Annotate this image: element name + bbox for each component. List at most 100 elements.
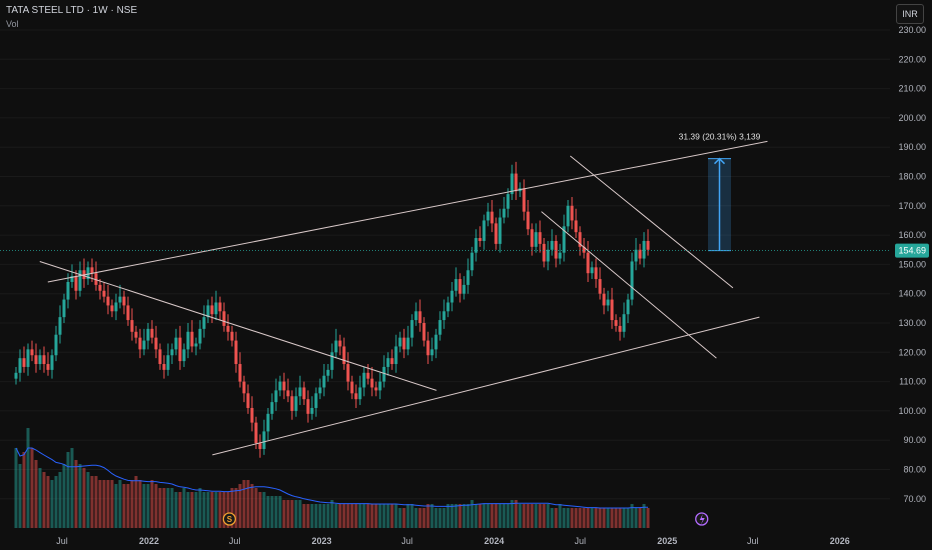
volume-bar bbox=[418, 508, 422, 528]
candle-body bbox=[630, 261, 634, 300]
currency-button[interactable]: INR bbox=[896, 4, 924, 24]
volume-bar bbox=[378, 504, 382, 528]
volume-moving-average-line bbox=[15, 447, 648, 509]
candle-body bbox=[266, 413, 270, 432]
volume-bar bbox=[278, 496, 282, 528]
y-tick-label: 160.00 bbox=[898, 230, 926, 240]
candle-body bbox=[602, 293, 606, 306]
volume-bar bbox=[198, 488, 202, 528]
candle-body bbox=[310, 407, 314, 414]
y-tick-label: 210.00 bbox=[898, 84, 926, 94]
volume-bar bbox=[542, 504, 546, 528]
volume-bar bbox=[146, 484, 150, 528]
volume-bar bbox=[582, 508, 586, 528]
volume-bar bbox=[82, 468, 86, 528]
volume-bar bbox=[350, 504, 354, 528]
candle-body bbox=[230, 331, 234, 341]
candle-body bbox=[166, 355, 170, 370]
trendline[interactable] bbox=[569, 155, 734, 289]
volume-bar bbox=[406, 504, 410, 528]
trendline[interactable] bbox=[47, 140, 768, 283]
volume-bar bbox=[34, 460, 38, 528]
volume-bar bbox=[478, 504, 482, 528]
candle-body bbox=[322, 375, 326, 388]
volume-bar bbox=[442, 508, 446, 528]
volume-bar bbox=[514, 500, 518, 528]
volume-bar bbox=[322, 504, 326, 528]
y-tick-label: 90.00 bbox=[903, 435, 926, 445]
candle-body bbox=[558, 252, 562, 259]
price-candles bbox=[14, 161, 650, 458]
volume-bar bbox=[186, 492, 190, 528]
volume-bar bbox=[54, 476, 58, 528]
volume-bar bbox=[486, 504, 490, 528]
price-axis[interactable]: 230.00 220.00 210.00 200.00 190.00 180.00 170.… bbox=[0, 25, 929, 504]
candle-body bbox=[54, 334, 58, 356]
volume-bar bbox=[106, 480, 110, 528]
candle-body bbox=[106, 296, 110, 306]
trendline[interactable] bbox=[212, 316, 760, 456]
volume-bar bbox=[446, 504, 450, 528]
volume-bar bbox=[114, 484, 118, 528]
volume-bar bbox=[490, 504, 494, 528]
candle-body bbox=[590, 267, 594, 274]
x-tick-label: 2023 bbox=[312, 536, 332, 546]
candle-body bbox=[478, 238, 482, 241]
candle-body bbox=[150, 328, 154, 338]
volume-bar bbox=[70, 448, 74, 528]
volume-bar bbox=[238, 484, 242, 528]
candle-body bbox=[398, 337, 402, 347]
candle-body bbox=[226, 325, 230, 332]
trendline[interactable] bbox=[541, 211, 717, 359]
candle-body bbox=[46, 364, 50, 370]
candle-body bbox=[134, 331, 138, 338]
candle-body bbox=[386, 358, 390, 367]
candle-body bbox=[402, 337, 406, 350]
candle-body bbox=[506, 194, 510, 209]
candle-body bbox=[90, 267, 94, 274]
candle-body bbox=[42, 355, 46, 365]
x-tick-label: 2025 bbox=[657, 536, 677, 546]
candle-body bbox=[566, 205, 570, 227]
candle-body bbox=[550, 240, 554, 250]
volume-bar bbox=[638, 508, 642, 528]
trendline[interactable] bbox=[39, 260, 437, 391]
volume-bar bbox=[358, 504, 362, 528]
candle-body bbox=[218, 302, 222, 312]
volume-bar bbox=[158, 488, 162, 528]
volume-bar bbox=[162, 488, 166, 528]
volume-bar bbox=[302, 504, 306, 528]
x-tick-label: Jul bbox=[229, 536, 241, 546]
volume-bar bbox=[366, 504, 370, 528]
candle-body bbox=[174, 337, 178, 350]
candle-body bbox=[14, 372, 18, 379]
volume-bar bbox=[18, 464, 22, 528]
volume-bar bbox=[94, 476, 98, 528]
candle-body bbox=[358, 387, 362, 400]
volume-bar bbox=[130, 480, 134, 528]
candle-body bbox=[326, 369, 330, 376]
volume-bar bbox=[634, 508, 638, 528]
candle-body bbox=[222, 311, 226, 326]
volume-bar bbox=[510, 500, 514, 528]
candle-body bbox=[486, 211, 490, 221]
volume-bar bbox=[554, 508, 558, 528]
candle-body bbox=[250, 407, 254, 423]
candle-body bbox=[422, 323, 426, 341]
volume-bar bbox=[614, 508, 618, 528]
candle-body bbox=[314, 393, 318, 408]
time-axis[interactable]: Jul 2022 Jul 2023 Jul 2024 Jul 2025 Jul 2026 bbox=[56, 536, 850, 546]
volume-bar bbox=[458, 504, 462, 528]
y-tick-label: 80.00 bbox=[903, 465, 926, 475]
candle-body bbox=[126, 305, 130, 321]
volume-bar bbox=[154, 484, 158, 528]
volume-bar bbox=[574, 508, 578, 528]
candle-body bbox=[94, 273, 98, 285]
candle-body bbox=[158, 349, 162, 365]
y-tick-label: 170.00 bbox=[898, 201, 926, 211]
symbol-title[interactable]: TATA STEEL LTD · 1W · NSE bbox=[6, 5, 138, 16]
split-event-icon[interactable] bbox=[222, 512, 237, 526]
volume-bar bbox=[590, 508, 594, 528]
volume-bar bbox=[294, 500, 298, 528]
